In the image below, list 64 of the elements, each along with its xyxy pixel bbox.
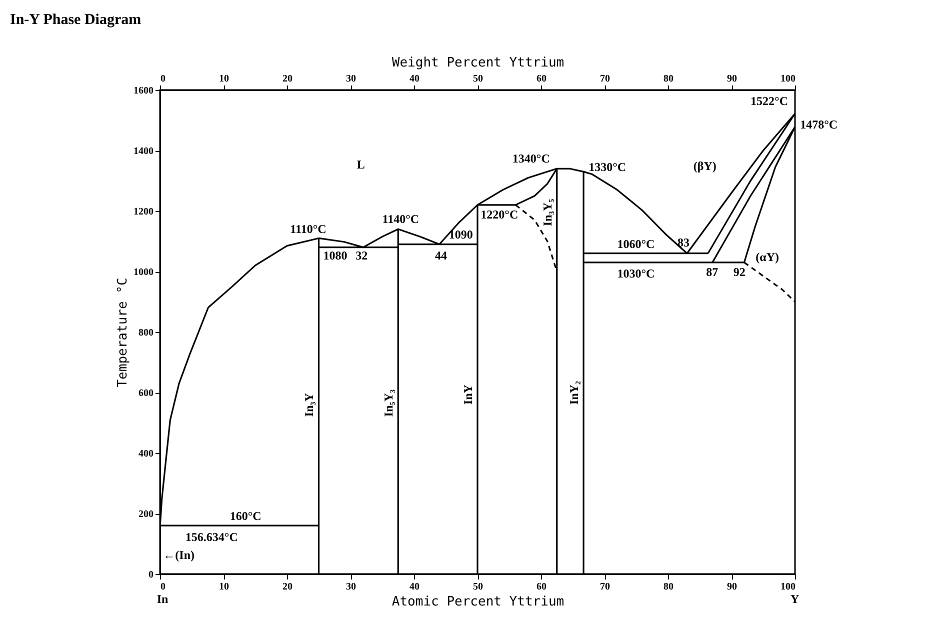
annotation: (βY) [693, 159, 716, 174]
text: 1478°C [800, 118, 838, 132]
annotation: In₃Y₅ [540, 198, 554, 226]
annotation: 44 [434, 248, 447, 262]
annotation: 1140°C [382, 212, 420, 226]
x-tick-label: 100 [780, 582, 796, 592]
x2-tick-label: 20 [282, 74, 292, 84]
y-tick-label: 200 [138, 509, 154, 520]
x2-tick-label: 50 [473, 74, 483, 84]
x-axis-title: Atomic Percent Yttrium [392, 594, 564, 610]
y-tick-label: 1400 [134, 146, 154, 157]
x-tick-label: 40 [410, 582, 420, 592]
annotation: 1080 [323, 248, 348, 262]
annotation: 156.634°C [185, 530, 238, 544]
x2-tick-label: 30 [346, 74, 356, 84]
annotation: InY₂ [567, 380, 582, 405]
annotation: 160°C [230, 509, 262, 524]
y-tick-label: 800 [138, 328, 154, 338]
annotation: 1340°C [512, 152, 550, 166]
annotation: L [356, 158, 365, 172]
x2-axis-title: Weight Percent Yttrium [392, 56, 564, 70]
x2-tick-label: 60 [536, 74, 546, 84]
text: In [156, 592, 168, 606]
annotation: In₅Y₃ [382, 389, 396, 417]
annotation: (αY) [756, 250, 779, 264]
annotation: 1110°C [290, 222, 326, 236]
annotation: 1090 [448, 227, 473, 242]
chart-title: In-Y Phase Diagram [10, 12, 142, 29]
text: Y [790, 592, 800, 606]
y-tick-label: 1000 [134, 267, 154, 278]
x-tick-label: 70 [600, 582, 610, 592]
x2-tick-label: 40 [410, 74, 420, 84]
x-tick-label: 50 [473, 582, 483, 592]
annotation: 92 [733, 265, 746, 280]
x2-tick-label: 100 [780, 74, 796, 84]
annotation: 1330°C [588, 160, 626, 174]
x2-tick-label: 80 [664, 74, 674, 84]
annotation: In₃Y [302, 392, 316, 417]
x-tick-label: 60 [536, 582, 546, 592]
x2-tick-label: 70 [600, 74, 610, 84]
annotation: InY [460, 384, 475, 405]
annotation: 87 [706, 265, 718, 280]
annotation: 1030°C [617, 266, 655, 281]
x-tick-label: 10 [219, 582, 229, 592]
x2-tick-label: 0 [160, 74, 166, 84]
annotation: ←(In) [163, 548, 195, 562]
x-tick-label: 0 [160, 582, 166, 592]
y-tick-label: 400 [138, 448, 154, 460]
x-tick-label: 30 [346, 582, 356, 592]
y-tick-label: 0 [148, 570, 154, 580]
annotation: 83 [678, 236, 690, 250]
x2-tick-label: 90 [727, 74, 737, 84]
x-tick-label: 80 [664, 582, 674, 592]
x2-tick-label: 10 [219, 74, 229, 84]
y-tick-label: 1600 [134, 86, 154, 96]
annotation: 1522°C [750, 94, 788, 108]
y-axis-title: Temperature °C [116, 278, 130, 388]
y-tick-label: 600 [138, 388, 154, 399]
x-tick-label: 20 [282, 582, 292, 592]
annotation: 1060°C [617, 236, 655, 251]
annotation: 1220°C [480, 208, 518, 222]
y-tick-label: 1200 [134, 206, 154, 218]
annotation: 32 [356, 248, 368, 262]
x-tick-label: 90 [727, 582, 737, 592]
